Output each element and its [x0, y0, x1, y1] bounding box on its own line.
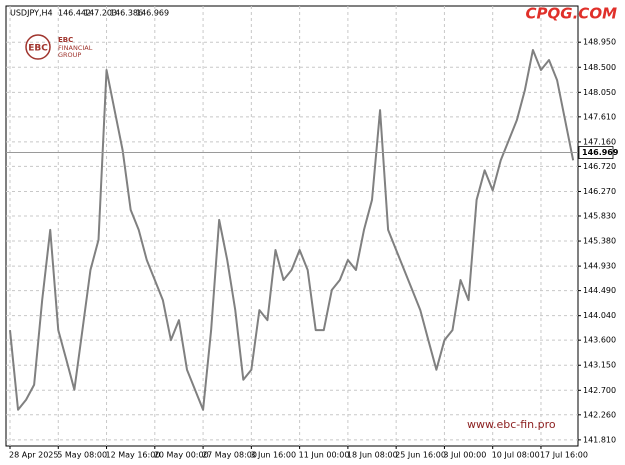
- x-tick-label: 25 Jun 16:00: [395, 451, 446, 460]
- chart-title: USDJPY,H4: [10, 9, 53, 18]
- ohlc-low: 146.386: [110, 9, 143, 18]
- ohlc-high: 147.203: [84, 9, 117, 18]
- x-tick-label: 3 Jun 16:00: [250, 451, 296, 460]
- y-tick-label: 142.260: [583, 410, 616, 419]
- y-tick-label: 141.810: [583, 435, 616, 444]
- y-tick-label: 143.150: [583, 361, 616, 370]
- y-tick-label: 144.930: [583, 262, 616, 271]
- x-tick-label: 18 Jun 08:00: [347, 451, 398, 460]
- logo-line: FINANCIAL: [58, 44, 93, 52]
- labels: 141.810 142.260 142.700 143.150 143.600 144.0…: [9, 38, 619, 460]
- ohlc-open: 146.442: [58, 9, 91, 18]
- y-tick-label: 145.830: [583, 211, 616, 220]
- website: www.ebc-fin.pro: [467, 418, 556, 431]
- logo-mark: EBC: [28, 44, 48, 54]
- x-tick-label: 3 Jul 00:00: [443, 451, 486, 460]
- y-tick-label: 146.720: [583, 162, 616, 171]
- y-tick-label: 144.490: [583, 286, 616, 295]
- y-tick-label: 148.050: [583, 88, 616, 97]
- y-tick-label: 147.160: [583, 137, 616, 146]
- x-tick-label: 27 May 08:00: [202, 451, 257, 460]
- current-price-label: 146.969: [582, 148, 619, 157]
- x-tick-label: 10 Jul 08:00: [492, 451, 540, 460]
- x-tick-label: 11 Jun 00:00: [299, 451, 350, 460]
- ohlc-close: 146.969: [136, 9, 169, 18]
- x-tick-label: 17 Jul 16:00: [540, 451, 588, 460]
- x-tick-label: 20 May 00:00: [154, 451, 209, 460]
- y-tick-label: 142.700: [583, 386, 616, 395]
- y-tick-label: 145.380: [583, 237, 616, 246]
- logo-circle: [25, 34, 51, 60]
- y-tick-label: 147.610: [583, 112, 616, 121]
- logo: EBC EBC FINANCIAL GROUP: [25, 34, 93, 60]
- x-tick-label: 28 Apr 2025: [9, 451, 58, 460]
- y-tick-label: 148.500: [583, 63, 616, 72]
- plot-frame: [5, 5, 579, 447]
- marks: [6, 49, 578, 411]
- y-tick-label: 144.040: [583, 311, 616, 320]
- x-tick-label: 12 May 16:00: [106, 451, 161, 460]
- price-line: [9, 49, 575, 411]
- logo-line: GROUP: [58, 51, 81, 59]
- logo-line: EBC: [58, 36, 73, 44]
- y-tick-label: 148.950: [583, 38, 616, 47]
- current-price-box: [578, 146, 614, 159]
- x-tick-label: 5 May 08:00: [57, 451, 107, 460]
- grid: [6, 6, 578, 446]
- y-tick-label: 146.270: [583, 187, 616, 196]
- y-tick-label: 143.600: [583, 336, 616, 345]
- watermark: CPQG.COM: [526, 5, 618, 23]
